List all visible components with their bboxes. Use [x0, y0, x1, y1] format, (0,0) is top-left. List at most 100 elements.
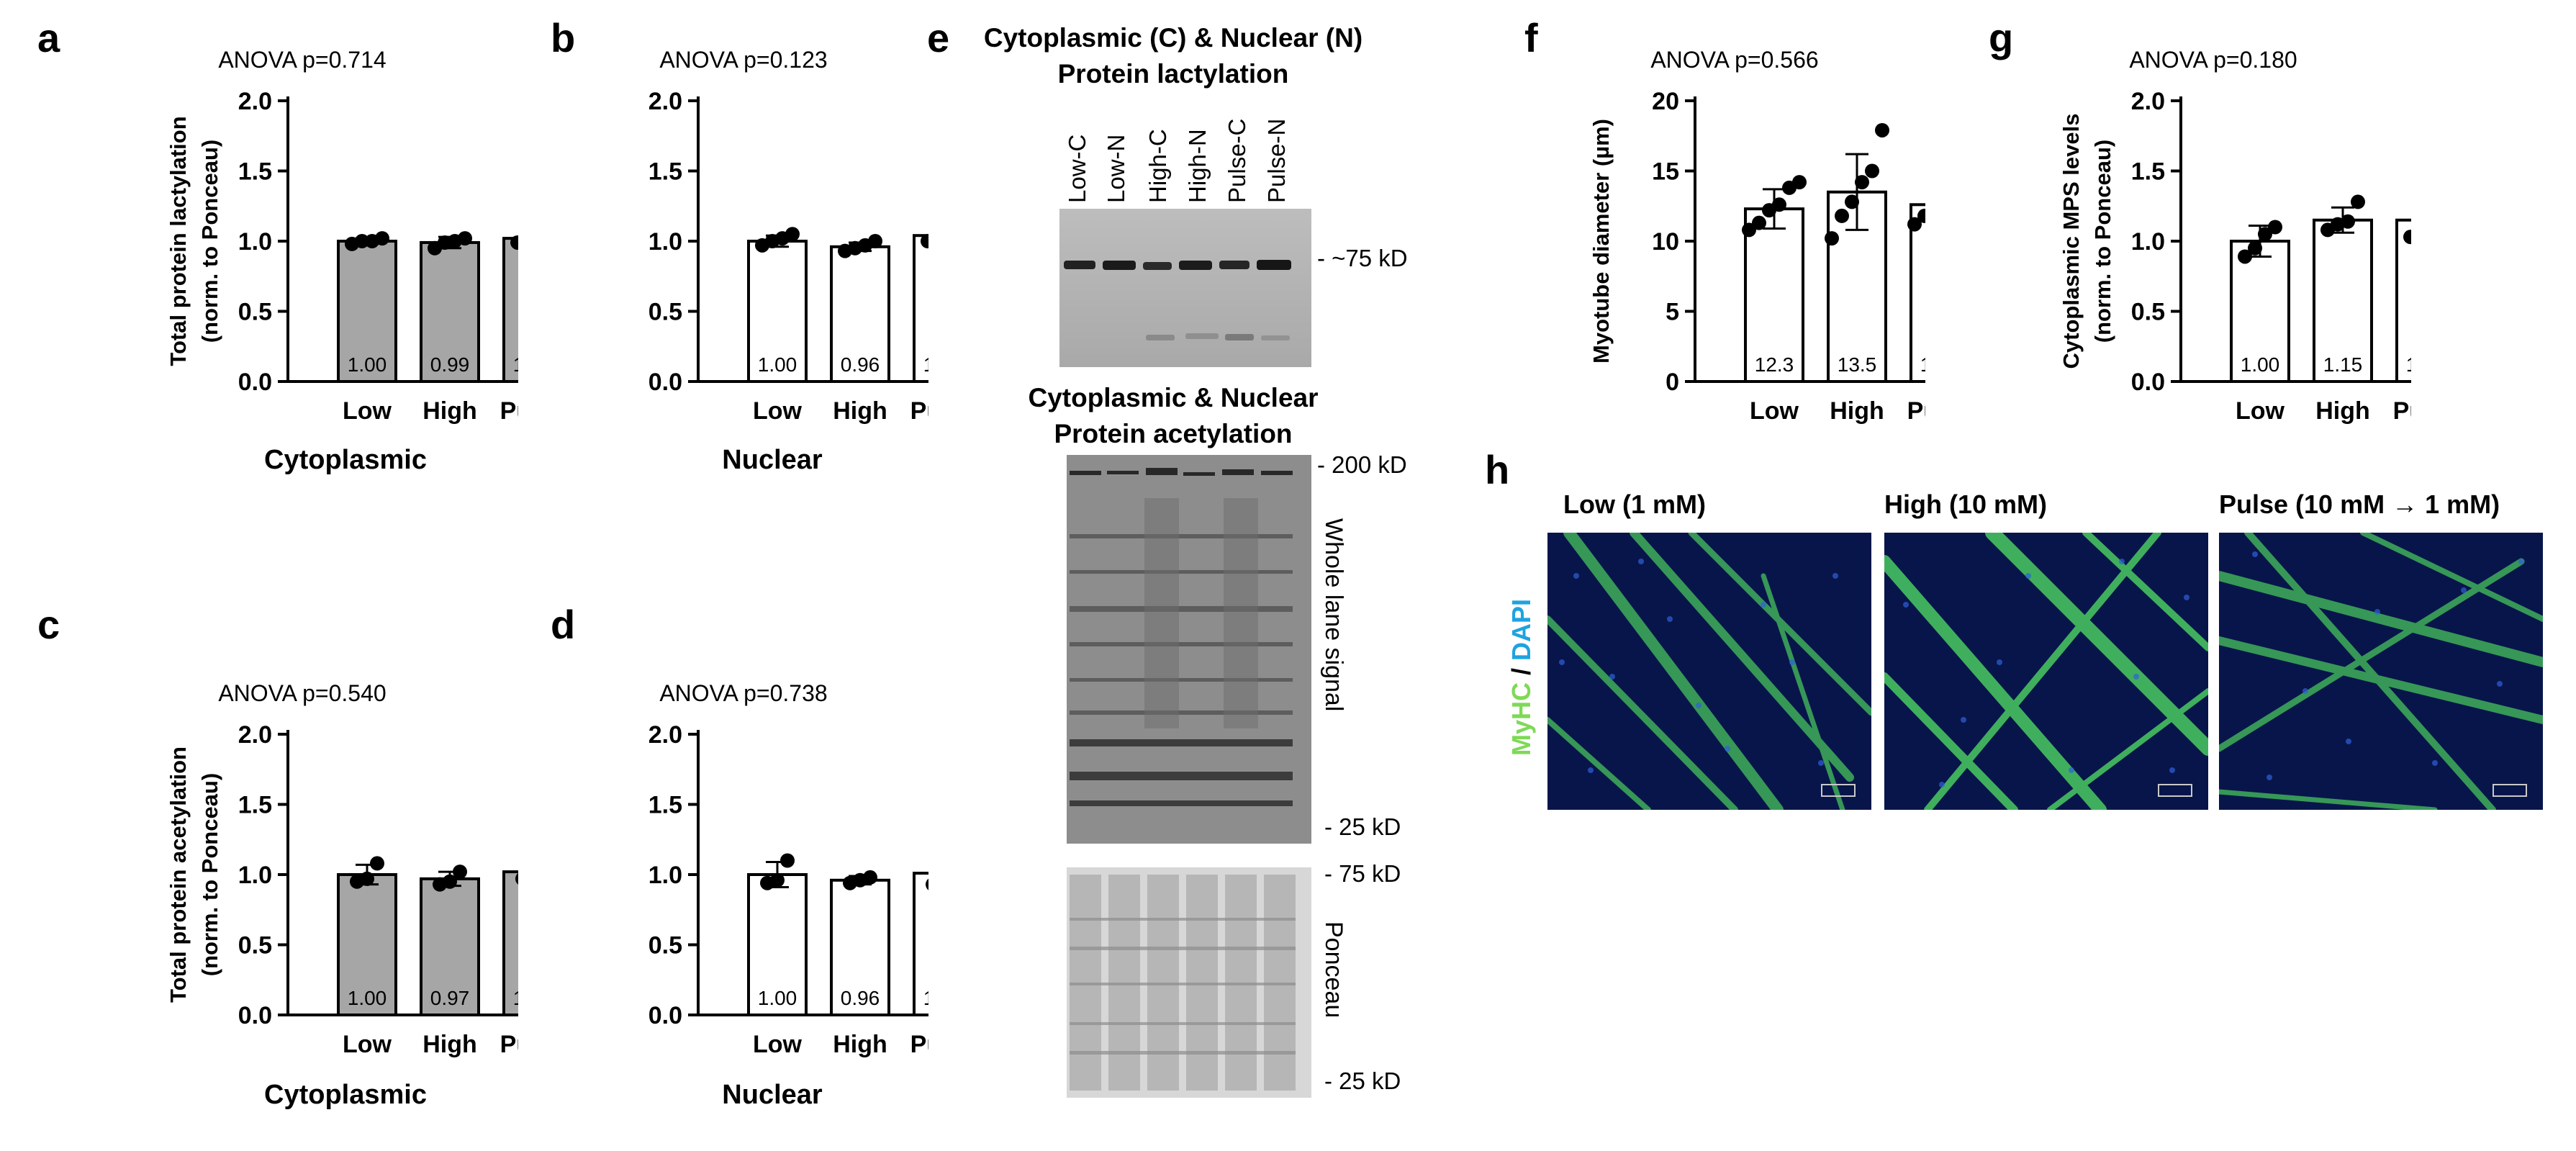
value-label: 1.15 [2323, 353, 2363, 376]
micrograph-pulse [2219, 533, 2543, 810]
lane-label: Pulse-N [1263, 118, 1290, 203]
x-tick-label: Low [753, 1031, 803, 1058]
y-tick-label: 0.5 [648, 299, 682, 326]
image-title-pulse: Pulse (10 mM → 1 mM) [2219, 489, 2500, 519]
y-tick-label: 1.0 [238, 862, 272, 889]
image-title-high: High (10 mM) [1884, 489, 2048, 519]
lane-label: Low-C [1064, 134, 1090, 203]
data-point [2248, 240, 2262, 256]
y-tick-label: 1.5 [648, 158, 682, 186]
value-label: 0.96 [841, 353, 880, 376]
bar [502, 237, 518, 383]
x-tick-label: Pulse [500, 397, 518, 425]
value-label: 1.00 [348, 987, 387, 1009]
value-label: 0.96 [841, 987, 880, 1009]
xlabel-b: Nuclear [722, 445, 823, 475]
acetylation-blot [1067, 455, 1311, 844]
x-tick-label: Low [2236, 397, 2285, 425]
data-point [453, 865, 467, 880]
chart-title-a: ANOVA p=0.714 [218, 47, 387, 73]
data-point [1907, 217, 1922, 232]
scale-bar [1821, 784, 1856, 797]
chart-title-g: ANOVA p=0.180 [2129, 47, 2297, 73]
y-tick-label: 0.5 [238, 299, 272, 326]
chart-d: 0.0 0.5 1.0 1.5 2.0 1.00 Low 0.96 High 1.01 Pulse [648, 721, 928, 1058]
data-point [780, 853, 795, 868]
mw-marker-75-lactylation: - ~75 kD [1317, 245, 1408, 271]
y-tick-label: 0.0 [648, 1002, 682, 1029]
chart-b: 0.0 0.5 1.0 1.5 2.0 1.00 Low 0.96 High 1.04 Pulse [648, 88, 928, 425]
panel-letter-d: d [551, 602, 576, 647]
y-tick-label: 2.0 [2131, 88, 2165, 115]
chart-title-d: ANOVA p=0.738 [659, 680, 828, 706]
stain-legend: MyHC / DAPI [1506, 599, 1537, 756]
y-tick-label: 2.0 [238, 88, 272, 115]
data-point [863, 870, 877, 885]
xlabel-c: Cytoplasmic [264, 1080, 427, 1110]
x-tick-label: Pulse [1907, 397, 1925, 425]
data-point [515, 872, 518, 885]
data-point [1865, 163, 1879, 179]
scale-bar [2158, 784, 2192, 797]
data-point [770, 872, 785, 888]
y-tick-label: 0.5 [648, 932, 682, 960]
data-point [1845, 194, 1859, 209]
data-point [1742, 222, 1756, 238]
lane-label: Pulse-C [1224, 118, 1250, 203]
x-tick-label: High [833, 397, 887, 425]
blot-title-line2: Protein lactylation [1057, 59, 1289, 89]
data-point [360, 871, 374, 886]
data-point [443, 874, 457, 889]
value-label: 1.15 [2406, 353, 2411, 376]
bar [2395, 218, 2411, 383]
data-point [921, 234, 928, 248]
data-point [1875, 122, 1889, 137]
data-point [1752, 215, 1766, 230]
x-tick-label: Pulse [910, 397, 928, 425]
data-point [1917, 208, 1925, 223]
value-label: 13.5 [1838, 353, 1877, 376]
x-tick-label: Pulse [910, 1031, 928, 1058]
y-axis-label: Total protein lactylation [166, 116, 191, 366]
value-label: 1.00 [758, 987, 797, 1009]
y-tick-label: 10 [1652, 228, 1679, 256]
y-tick-label: 0.5 [2131, 299, 2165, 326]
mw-marker-25-acetylation: - 25 kD [1324, 813, 1401, 840]
ponceau-blot [1067, 867, 1311, 1098]
bar [830, 878, 890, 1016]
chart-f: 0 5 10 15 20 Myotube diameter (µm) 12.3 Low 13.5… [1588, 88, 1925, 425]
data-point [458, 231, 472, 246]
data-point [868, 234, 882, 248]
y-axis-label: (norm. to Ponceau) [197, 140, 222, 343]
y-tick-label: 20 [1652, 88, 1679, 115]
bar [337, 873, 397, 1016]
y-tick-label: 0.0 [238, 369, 272, 396]
data-point [1772, 197, 1786, 212]
x-tick-label: Pulse [500, 1031, 518, 1058]
data-point [1835, 208, 1849, 223]
micrograph-low [1547, 533, 1871, 810]
data-point [2258, 227, 2272, 242]
y-tick-label: 1.0 [2131, 228, 2165, 256]
dapi-label: DAPI [1506, 598, 1536, 661]
y-axis-label: Myotube diameter (µm) [1588, 119, 1614, 364]
data-point [375, 231, 389, 246]
lane-label: Low-N [1103, 134, 1129, 203]
xlabel-d: Nuclear [722, 1080, 823, 1110]
chart-title-f: ANOVA p=0.566 [1650, 47, 1819, 73]
chart-title-b: ANOVA p=0.123 [659, 47, 828, 73]
image-title-low: Low (1 mM) [1563, 489, 1706, 519]
y-tick-label: 2.0 [648, 88, 682, 115]
data-point [370, 856, 384, 871]
y-tick-label: 1.0 [648, 228, 682, 256]
value-label: 0.97 [430, 987, 470, 1009]
panel-letter-e: e [927, 15, 950, 60]
panel-letter-h: h [1485, 447, 1510, 492]
y-axis-label: (norm. to Ponceau) [197, 773, 222, 976]
bar [913, 234, 928, 383]
y-tick-label: 1.5 [2131, 158, 2165, 186]
chart-a: 0.0 0.5 1.0 1.5 2.0 Total protein lactylation… [166, 88, 518, 425]
scale-bar [2493, 784, 2527, 797]
bar [337, 240, 397, 383]
value-label: 12.6 [1920, 353, 1925, 376]
